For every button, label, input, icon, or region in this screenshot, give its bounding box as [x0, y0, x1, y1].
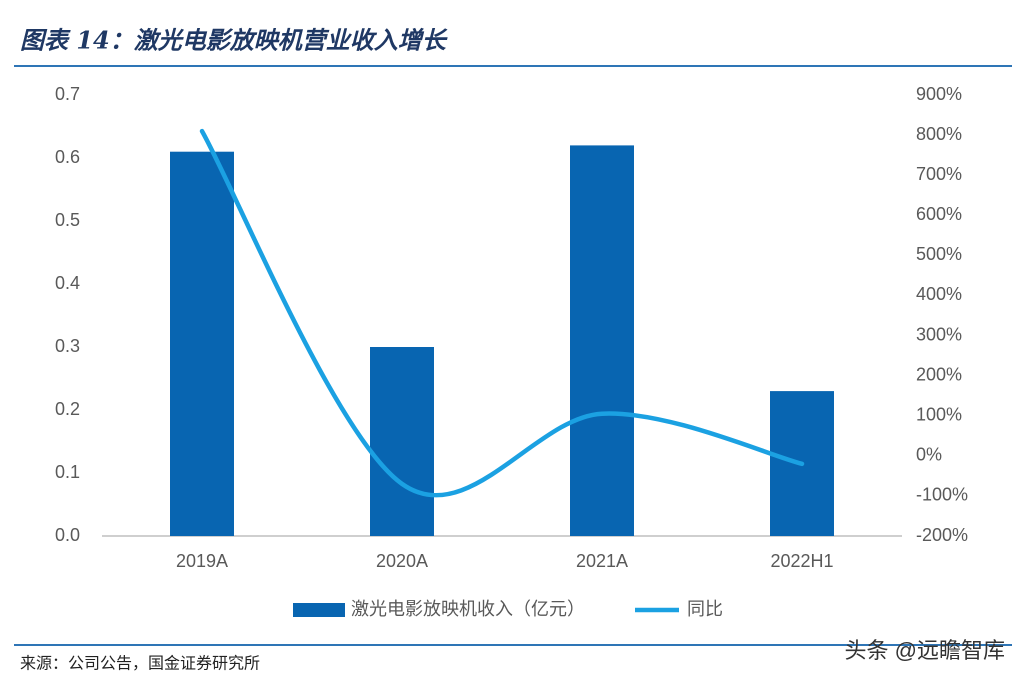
y-tick-label: 0.1	[55, 462, 80, 482]
watermark: 头条 @远瞻智库	[845, 638, 1005, 663]
y-tick-label: 0.5	[55, 210, 80, 230]
source: 来源：公司公告，国金证券研究所	[20, 654, 260, 673]
y2-tick-label: 200%	[916, 364, 962, 384]
x-tick-label: 2021A	[576, 551, 628, 571]
y-tick-label: 0.6	[55, 147, 80, 167]
legend-label: 同比	[687, 599, 723, 619]
y2-tick-label: 900%	[916, 84, 962, 104]
bar	[570, 145, 634, 536]
y2-tick-label: 300%	[916, 324, 962, 344]
legend-label: 激光电影放映机收入（亿元）	[351, 599, 585, 619]
y-tick-label: 0.7	[55, 84, 80, 104]
y2-tick-label: 0%	[916, 445, 942, 465]
x-tick-label: 2019A	[176, 551, 228, 571]
line	[199, 128, 805, 498]
legend-swatch	[293, 603, 345, 617]
bar	[370, 347, 434, 536]
bar	[170, 151, 234, 536]
y-tick-label: 0.4	[55, 273, 80, 293]
x-tick-label: 2020A	[376, 551, 428, 571]
y2-tick-label: 400%	[916, 284, 962, 304]
y2-tick-label: 600%	[916, 204, 962, 224]
chart-title: 图表 14：激光电影放映机营业收入增长	[20, 26, 448, 55]
y2-tick-label: 700%	[916, 164, 962, 184]
y2-tick-label: -200%	[916, 525, 968, 545]
y2-tick-label: 500%	[916, 244, 962, 264]
y-tick-label: 0.2	[55, 399, 80, 419]
y-tick-label: 0.3	[55, 336, 80, 356]
y-tick-label: 0.0	[55, 525, 80, 545]
y2-tick-label: 800%	[916, 124, 962, 144]
y2-tick-label: 100%	[916, 404, 962, 424]
y2-tick-label: -100%	[916, 485, 968, 505]
x-tick-label: 2022H1	[770, 551, 833, 571]
